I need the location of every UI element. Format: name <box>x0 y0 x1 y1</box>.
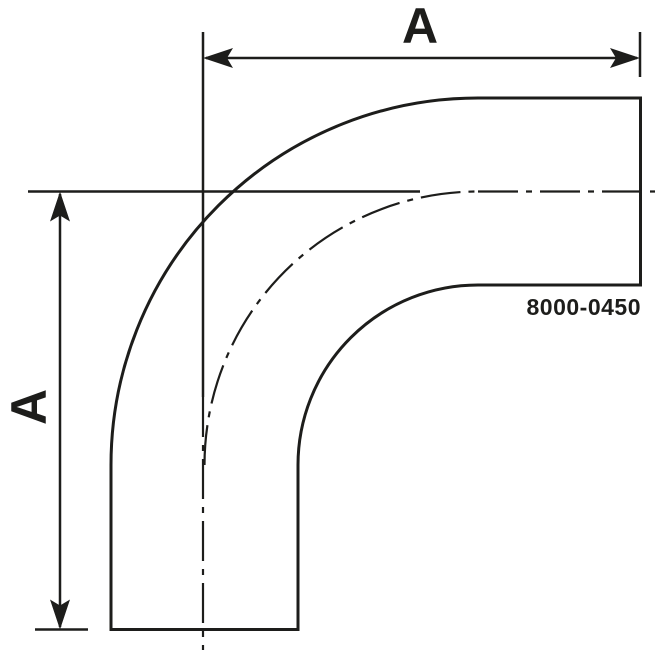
arrowhead-down-icon <box>50 599 70 630</box>
dimension-lines <box>58 56 637 627</box>
part-number: 8000-0450 <box>527 294 642 320</box>
bend-centerline-arc <box>203 190 479 466</box>
centerlines <box>201 190 655 650</box>
extension-lines <box>28 32 642 631</box>
drawing-linework <box>28 32 655 650</box>
dimension-arrowheads <box>50 48 640 630</box>
horizontal-dimension-label: A <box>402 0 438 54</box>
arrowhead-right-icon <box>610 48 640 68</box>
pipe-outline <box>109 96 642 631</box>
arrowhead-up-icon <box>50 191 70 222</box>
vertical-dimension-label: A <box>1 389 57 425</box>
drawing-labels: A A 8000-0450 <box>1 0 641 425</box>
arrowhead-left-icon <box>203 48 233 68</box>
